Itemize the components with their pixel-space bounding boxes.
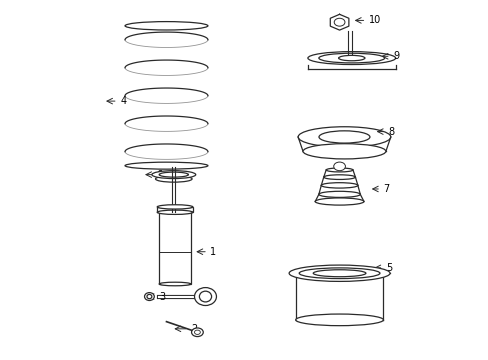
Ellipse shape xyxy=(194,288,216,306)
Text: 10: 10 xyxy=(368,15,380,26)
Ellipse shape xyxy=(303,144,385,159)
Ellipse shape xyxy=(307,51,395,64)
Ellipse shape xyxy=(288,265,389,282)
Ellipse shape xyxy=(199,291,211,302)
Ellipse shape xyxy=(155,176,192,182)
Text: 8: 8 xyxy=(387,127,394,136)
Polygon shape xyxy=(329,14,348,30)
Text: 3: 3 xyxy=(159,292,165,302)
Text: 6: 6 xyxy=(157,170,163,180)
Ellipse shape xyxy=(299,268,379,279)
Circle shape xyxy=(191,328,203,337)
Ellipse shape xyxy=(159,172,188,177)
Ellipse shape xyxy=(318,53,384,63)
Circle shape xyxy=(333,162,345,171)
Ellipse shape xyxy=(295,314,383,326)
Circle shape xyxy=(194,330,200,334)
Text: 5: 5 xyxy=(385,263,391,273)
Ellipse shape xyxy=(298,127,390,147)
Ellipse shape xyxy=(313,270,365,277)
Ellipse shape xyxy=(157,210,192,215)
Bar xyxy=(159,212,190,284)
Ellipse shape xyxy=(125,22,207,30)
Ellipse shape xyxy=(325,168,352,172)
Ellipse shape xyxy=(144,293,154,301)
Text: 9: 9 xyxy=(392,51,399,61)
Ellipse shape xyxy=(323,175,355,180)
Circle shape xyxy=(333,18,344,26)
Text: 4: 4 xyxy=(120,96,126,106)
Ellipse shape xyxy=(147,294,152,299)
Text: 1: 1 xyxy=(210,247,216,257)
Ellipse shape xyxy=(159,282,190,286)
Text: 7: 7 xyxy=(383,184,389,194)
Ellipse shape xyxy=(318,191,360,197)
Ellipse shape xyxy=(318,131,369,143)
Ellipse shape xyxy=(125,162,207,169)
Ellipse shape xyxy=(152,171,195,179)
Ellipse shape xyxy=(157,205,192,209)
Ellipse shape xyxy=(338,55,364,61)
Ellipse shape xyxy=(321,183,357,188)
Text: 2: 2 xyxy=(190,324,197,334)
Ellipse shape xyxy=(315,198,363,205)
Bar xyxy=(157,207,192,212)
